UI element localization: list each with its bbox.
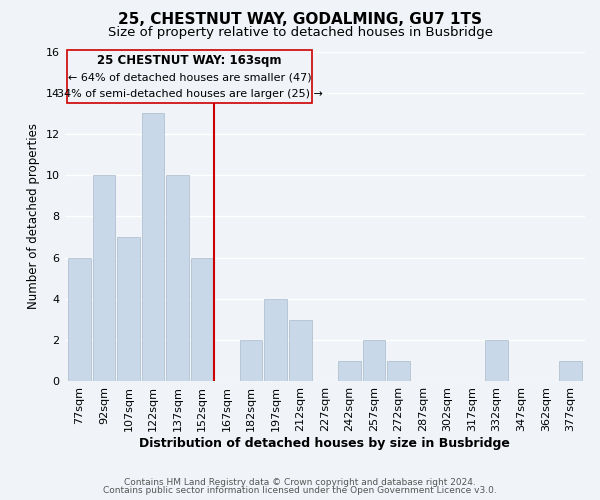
Text: Contains public sector information licensed under the Open Government Licence v3: Contains public sector information licen… [103,486,497,495]
Bar [166,175,189,382]
Bar [191,258,214,382]
FancyBboxPatch shape [67,50,313,103]
Bar [142,114,164,382]
Bar [68,258,91,382]
Bar [485,340,508,382]
Bar [289,320,311,382]
Text: Size of property relative to detached houses in Busbridge: Size of property relative to detached ho… [107,26,493,39]
Bar [265,299,287,382]
Text: 34% of semi-detached houses are larger (25) →: 34% of semi-detached houses are larger (… [57,89,323,99]
Text: ← 64% of detached houses are smaller (47): ← 64% of detached houses are smaller (47… [68,72,311,83]
Text: Contains HM Land Registry data © Crown copyright and database right 2024.: Contains HM Land Registry data © Crown c… [124,478,476,487]
Bar [338,361,361,382]
Bar [559,361,581,382]
Text: 25 CHESTNUT WAY: 163sqm: 25 CHESTNUT WAY: 163sqm [97,54,282,68]
Bar [92,175,115,382]
Bar [387,361,410,382]
Bar [362,340,385,382]
X-axis label: Distribution of detached houses by size in Busbridge: Distribution of detached houses by size … [139,437,510,450]
Text: 25, CHESTNUT WAY, GODALMING, GU7 1TS: 25, CHESTNUT WAY, GODALMING, GU7 1TS [118,12,482,28]
Y-axis label: Number of detached properties: Number of detached properties [27,124,40,310]
Bar [117,237,140,382]
Bar [240,340,262,382]
